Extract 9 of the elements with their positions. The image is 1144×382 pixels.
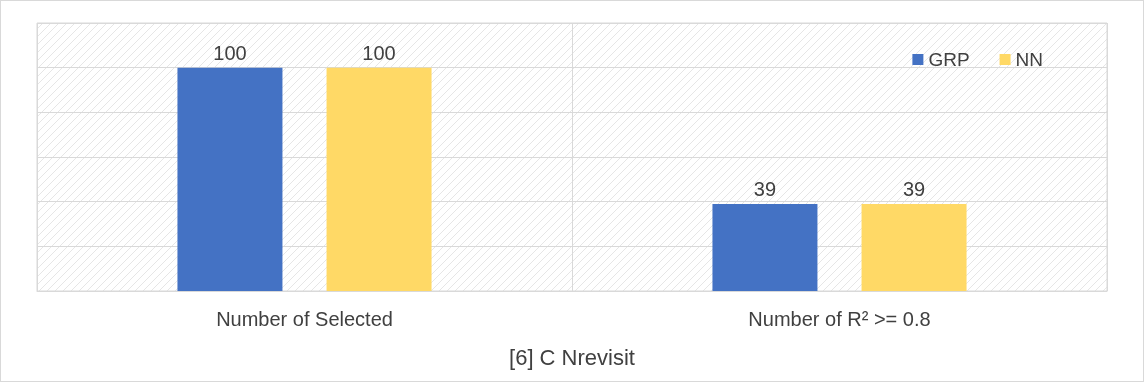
data-label: 100: [213, 41, 247, 64]
x-tick-label: Number of Selected: [216, 308, 393, 330]
x-tick-label: Number of R² >= 0.8: [748, 308, 931, 330]
data-label: 100: [362, 41, 396, 64]
legend-label: NN: [1015, 49, 1044, 70]
data-label: 39: [902, 177, 926, 200]
data-label: 39: [753, 177, 777, 200]
text: [6] C Nrevisit: [509, 344, 635, 370]
legend-label: GRP: [928, 49, 970, 70]
